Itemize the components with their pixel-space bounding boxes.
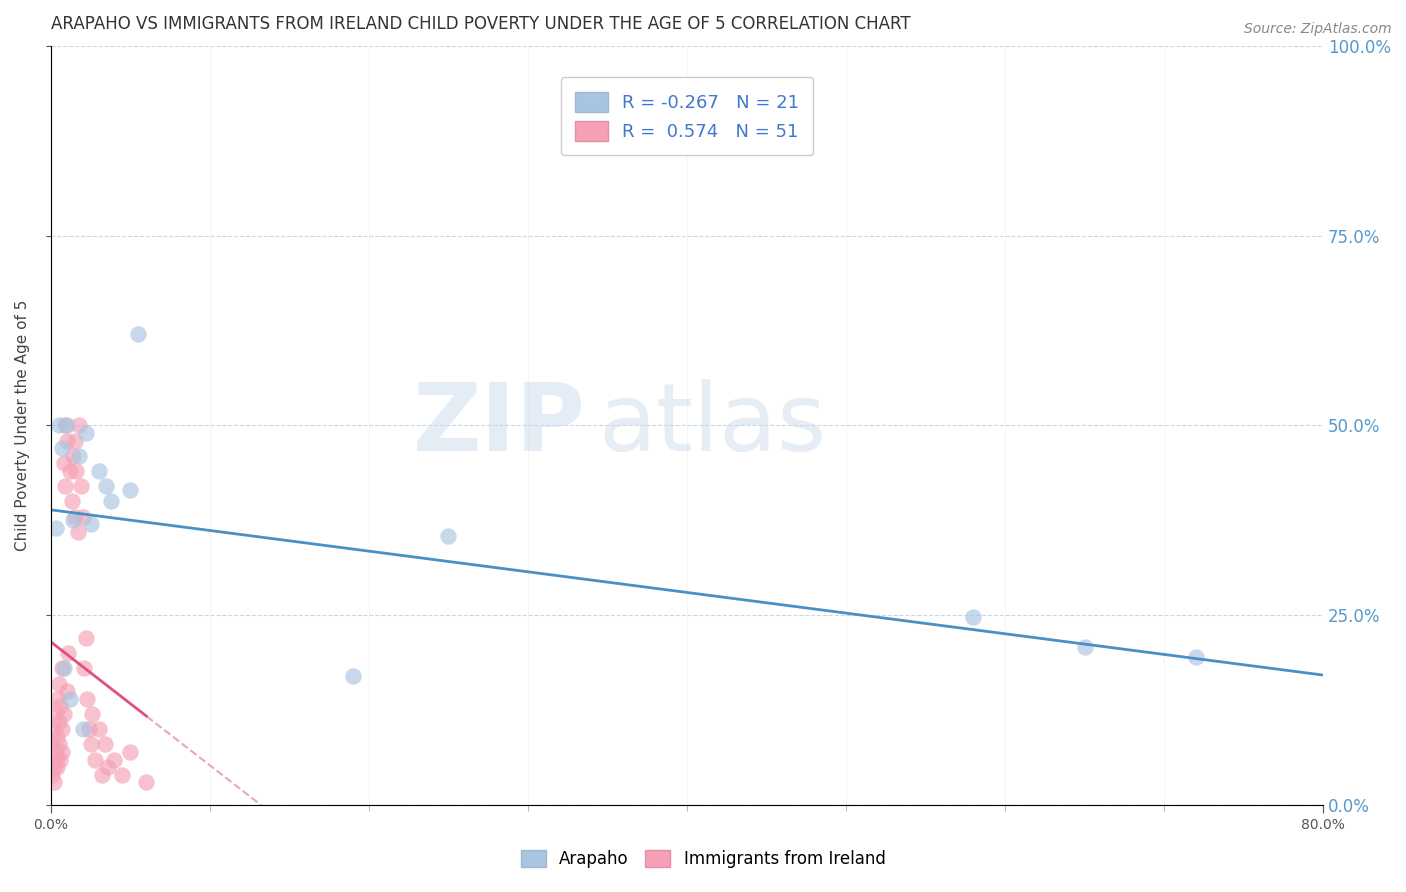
Point	[48, 738, 70, 752]
Point	[62, 449, 84, 463]
Point	[55, 684, 77, 698]
Point	[45, 707, 67, 722]
Point	[82, 707, 104, 722]
Point	[46, 730, 69, 744]
Point	[51, 441, 73, 455]
Point	[1073, 640, 1095, 655]
Point	[73, 661, 96, 675]
Point	[45, 521, 67, 535]
Point	[60, 494, 83, 508]
Point	[62, 513, 84, 527]
Point	[52, 457, 75, 471]
Point	[90, 768, 112, 782]
Point	[58, 646, 80, 660]
Point	[65, 464, 87, 478]
Point	[45, 745, 67, 759]
Point	[75, 631, 97, 645]
Point	[46, 760, 69, 774]
Point	[42, 775, 65, 789]
Point	[52, 661, 75, 675]
Point	[41, 738, 63, 752]
Point	[46, 691, 69, 706]
Point	[72, 723, 94, 737]
Legend: Arapaho, Immigrants from Ireland: Arapaho, Immigrants from Ireland	[515, 843, 891, 875]
Point	[120, 483, 142, 497]
Point	[69, 449, 91, 463]
Point	[51, 661, 73, 675]
Point	[84, 753, 107, 767]
Point	[77, 723, 100, 737]
Point	[111, 768, 134, 782]
Point	[76, 691, 98, 706]
Point	[55, 418, 77, 433]
Text: ARAPAHO VS IMMIGRANTS FROM IRELAND CHILD POVERTY UNDER THE AGE OF 5 CORRELATION : ARAPAHO VS IMMIGRANTS FROM IRELAND CHILD…	[51, 15, 911, 33]
Point	[48, 418, 70, 433]
Point	[53, 479, 76, 493]
Point	[962, 610, 984, 624]
Point	[49, 699, 72, 714]
Point	[66, 524, 89, 539]
Point	[127, 327, 149, 342]
Point	[55, 434, 77, 448]
Legend: R = -0.267   N = 21, R =  0.574   N = 51: R = -0.267 N = 21, R = 0.574 N = 51	[561, 78, 814, 155]
Point	[75, 425, 97, 440]
Point	[120, 745, 142, 759]
Point	[48, 714, 70, 729]
Text: Source: ZipAtlas.com: Source: ZipAtlas.com	[1244, 22, 1392, 37]
Point	[42, 760, 65, 774]
Text: ZIP: ZIP	[412, 379, 585, 472]
Point	[97, 760, 120, 774]
Point	[53, 418, 76, 433]
Point	[1185, 650, 1208, 665]
Point	[52, 707, 75, 722]
Point	[437, 528, 460, 542]
Point	[96, 479, 118, 493]
Point	[72, 509, 94, 524]
Point	[100, 494, 122, 508]
Point	[51, 723, 73, 737]
Point	[48, 676, 70, 690]
Point	[49, 753, 72, 767]
Point	[59, 691, 82, 706]
Text: atlas: atlas	[598, 379, 827, 472]
Point	[79, 517, 101, 532]
Point	[63, 509, 86, 524]
Point	[342, 669, 364, 683]
Point	[42, 723, 65, 737]
Point	[87, 464, 110, 478]
Point	[135, 775, 157, 789]
Point	[51, 745, 73, 759]
Point	[45, 753, 67, 767]
Point	[79, 738, 101, 752]
Point	[41, 768, 63, 782]
Y-axis label: Child Poverty Under the Age of 5: Child Poverty Under the Age of 5	[15, 300, 30, 551]
Point	[94, 738, 117, 752]
Point	[63, 434, 86, 448]
Point	[70, 479, 93, 493]
Point	[103, 753, 125, 767]
Point	[87, 723, 110, 737]
Point	[59, 464, 82, 478]
Point	[69, 418, 91, 433]
